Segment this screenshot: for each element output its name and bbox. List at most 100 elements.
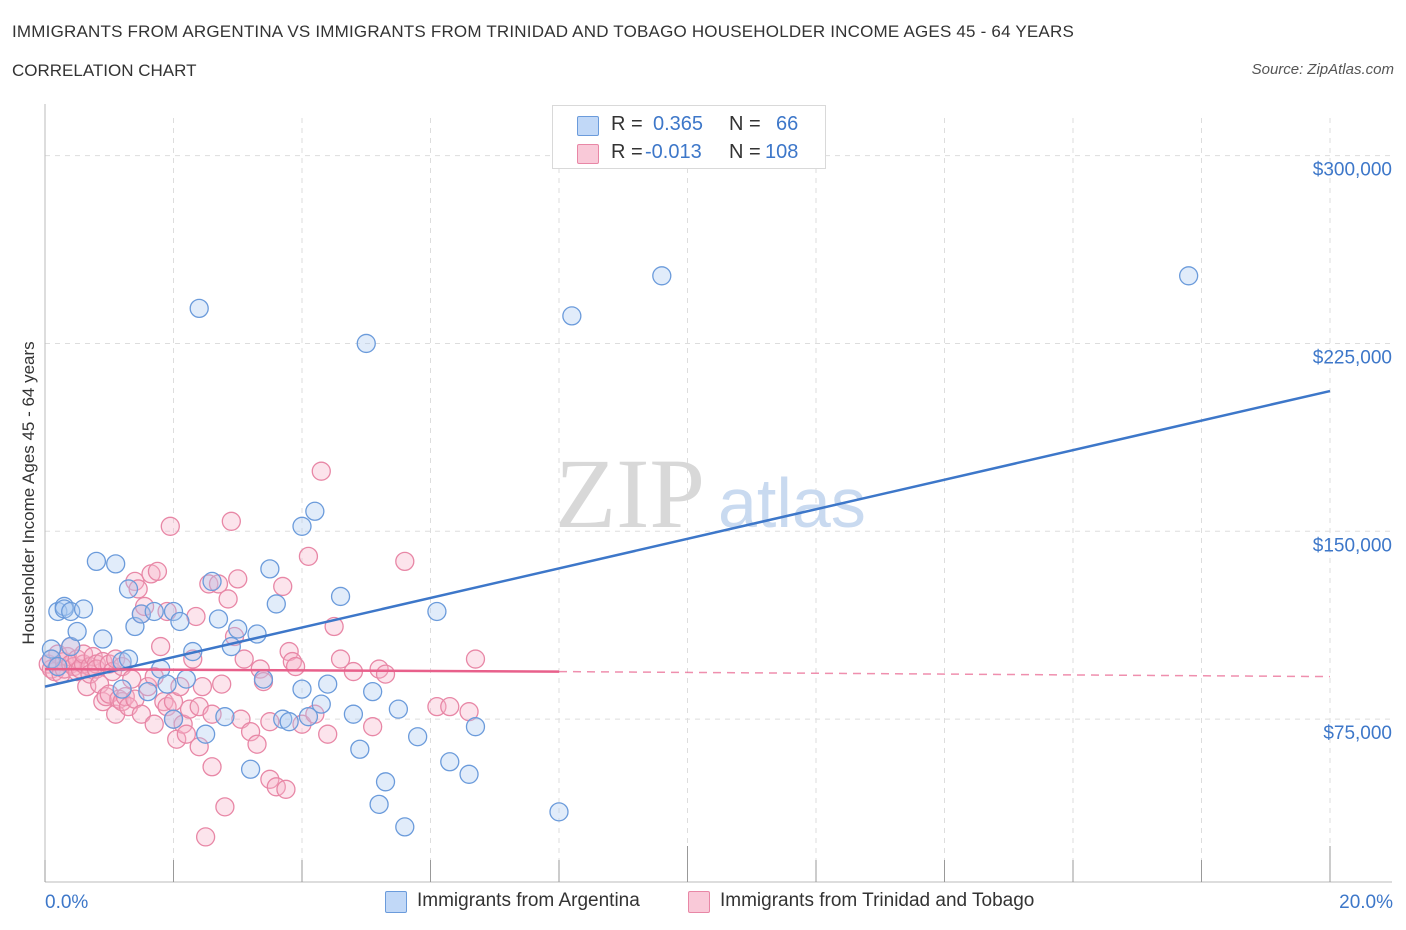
- argentina-trend-line: [44, 389, 1331, 688]
- trinidad-trend-line: [44, 667, 560, 673]
- trinidad-point: [285, 656, 306, 677]
- legend-n-label: N =: [729, 141, 761, 163]
- source-link[interactable]: ZipAtlas.com: [1307, 61, 1394, 78]
- trinidad-point: [215, 797, 235, 817]
- argentina-point: [279, 712, 299, 732]
- argentina-point: [48, 656, 68, 677]
- argentina-point: [369, 794, 389, 814]
- argentina-point: [86, 551, 107, 572]
- trinidad-point: [160, 516, 180, 536]
- argentina-point: [356, 333, 376, 354]
- argentina-point: [170, 611, 190, 632]
- argentina-point: [549, 802, 569, 822]
- legend-r-value-trinidad: -0.013: [645, 141, 702, 163]
- argentina-point: [163, 601, 184, 622]
- argentina-point: [208, 609, 229, 629]
- chart-title: IMMIGRANTS FROM ARGENTINA VS IMMIGRANTS …: [12, 22, 1074, 41]
- watermark: ZIP atlas: [555, 438, 866, 549]
- y-axis-label: Householder Income Ages 45 - 64 years: [19, 341, 38, 644]
- argentina-point: [292, 679, 312, 699]
- trinidad-point: [186, 606, 206, 627]
- trinidad-point: [212, 674, 232, 694]
- legend-r-label: R =: [611, 113, 643, 135]
- trinidad-point: [202, 757, 222, 777]
- y-tick-label: $300,000: [1313, 160, 1392, 181]
- tick-labels: $75,000 $150,000 $225,000 $300,000 0.0% 20.0%: [45, 160, 1393, 913]
- trinidad-point: [144, 714, 164, 734]
- argentina-point: [260, 559, 280, 579]
- argentina-point: [240, 759, 261, 779]
- argentina-point: [189, 298, 209, 319]
- trinidad-point: [395, 551, 415, 572]
- trinidad-point: [298, 546, 319, 567]
- series-argentina-points: [41, 266, 1199, 837]
- source-credit: Source: ZipAtlas.com: [1252, 61, 1394, 78]
- argentina-point: [176, 669, 197, 689]
- trinidad-point: [240, 722, 261, 742]
- trinidad-point: [176, 724, 197, 744]
- argentina-point: [562, 306, 582, 326]
- legend-n-value-argentina: 66: [776, 113, 799, 135]
- argentina-point: [407, 727, 428, 747]
- trinidad-point: [157, 697, 177, 717]
- series-trinidad-points: [38, 461, 486, 847]
- trinidad-point: [318, 724, 338, 744]
- chart-subtitle: CORRELATION CHART: [12, 61, 197, 80]
- argentina-point: [298, 707, 319, 727]
- argentina-point: [388, 699, 409, 719]
- argentina-point: [395, 817, 415, 837]
- legend-r-value-argentina: 0.365: [653, 113, 704, 135]
- trinidad-trend-extension: [558, 670, 1331, 678]
- argentina-point: [118, 579, 139, 599]
- argentina-point: [106, 554, 126, 574]
- y-tick-label: $225,000: [1313, 347, 1392, 368]
- argentina-point: [157, 674, 177, 694]
- trinidad-point: [465, 649, 486, 669]
- argentina-point: [221, 636, 241, 657]
- argentina-point: [311, 694, 331, 714]
- argentina-point: [253, 669, 274, 689]
- argentina-point: [266, 594, 286, 614]
- x-tick-label: 20.0%: [1339, 892, 1393, 913]
- argentina-point: [350, 739, 370, 759]
- argentina-point: [375, 772, 396, 792]
- legend-n-value-trinidad: 108: [765, 141, 799, 163]
- legend-n-label: N =: [729, 113, 761, 135]
- argentina-point: [465, 717, 486, 737]
- trinidad-point: [221, 511, 241, 531]
- correlation-legend: R = 0.365 N = 66 R = -0.013 N = 108: [552, 105, 826, 169]
- trinidad-point: [195, 827, 216, 847]
- argentina-point: [363, 681, 383, 702]
- bottom-legend-label-trinidad: Immigrants from Trinidad and Tobago: [720, 890, 1035, 911]
- trinidad-point: [218, 589, 238, 609]
- trinidad-point: [330, 649, 351, 669]
- legend-r-label: R =: [611, 141, 643, 163]
- trinidad-point: [276, 779, 296, 799]
- x-tick-label: 0.0%: [45, 892, 88, 913]
- argentina-point: [67, 621, 87, 642]
- argentina-point: [125, 616, 145, 637]
- argentina-point: [305, 501, 325, 521]
- trinidad-point: [273, 576, 293, 597]
- argentina-point: [459, 764, 479, 784]
- trinidad-point: [234, 649, 254, 669]
- argentina-point: [228, 619, 248, 639]
- argentina-point: [144, 601, 164, 622]
- argentina-point: [93, 629, 113, 649]
- argentina-point: [652, 266, 672, 286]
- argentina-point: [330, 586, 351, 607]
- bottom-legend-swatch-trinidad: [688, 891, 710, 913]
- trinidad-point: [192, 676, 213, 697]
- trinidad-point: [260, 769, 280, 789]
- watermark-zip: ZIP: [555, 438, 705, 549]
- trinidad-point: [369, 659, 389, 679]
- trinidad-point: [375, 664, 396, 684]
- trinidad-point: [147, 561, 168, 582]
- axes: [44, 104, 1392, 883]
- trinidad-point: [363, 717, 383, 737]
- legend-swatch-trinidad: [577, 144, 599, 164]
- argentina-point: [202, 571, 222, 592]
- argentina-point: [163, 709, 184, 729]
- argentina-point: [41, 639, 62, 659]
